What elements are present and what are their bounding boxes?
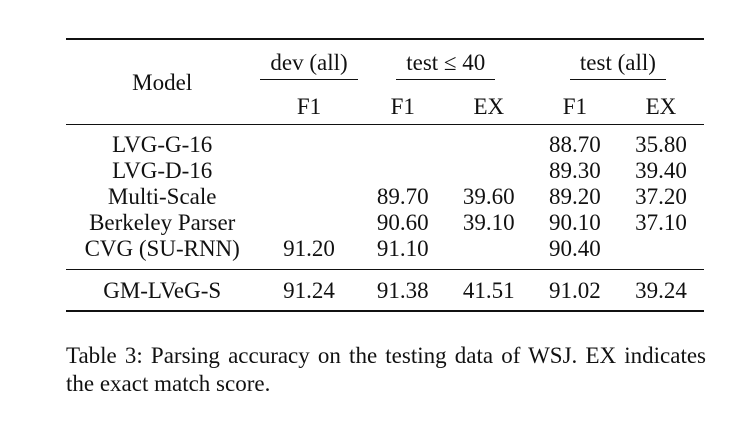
group-header-test-40-label: test ≤ 40 — [396, 51, 496, 80]
cell-test40-f1 — [360, 125, 446, 158]
cell-model: Multi-Scale — [107, 183, 217, 209]
cell-testall-f1: 89.30 — [548, 157, 601, 183]
column-header-test40-f1: F1 — [390, 93, 415, 119]
group-header-test-all: test (all) — [532, 39, 704, 88]
cell-testall-ex: 39.24 — [635, 277, 687, 303]
column-header-testall-ex: EX — [645, 93, 677, 119]
column-header-testall-f1: F1 — [562, 93, 588, 119]
cell-dev-f1 — [258, 209, 359, 235]
cell-testall-f1: 91.02 — [548, 277, 601, 303]
table-row: CVG (SU-RNN) 91.20 91.10 90.40 — [66, 235, 704, 270]
cell-testall-f1: 88.70 — [548, 131, 601, 157]
table-caption: Table 3: Parsing accuracy on the testing… — [66, 343, 706, 396]
cell-model: GM-LVeG-S — [103, 277, 222, 303]
group-header-test-40: test ≤ 40 — [360, 39, 532, 88]
group-header-test-all-label: test (all) — [569, 51, 666, 80]
cell-testall-ex: 39.40 — [635, 157, 687, 183]
cell-test40-ex: 41.51 — [462, 277, 515, 303]
table-row: LVG-D-16 89.30 39.40 — [66, 157, 704, 183]
cell-dev-f1: 91.20 — [283, 235, 335, 261]
cell-dev-f1 — [258, 157, 359, 183]
group-header-dev-all-label: dev (all) — [260, 51, 358, 80]
table-header-row-metrics: F1 F1 EX F1 EX — [66, 88, 704, 125]
table-header-row-groups: Model dev (all) test ≤ 40 test (all) — [66, 39, 704, 93]
cell-model: CVG (SU-RNN) — [84, 235, 240, 261]
column-header-dev-f1: F1 — [296, 93, 322, 119]
cell-model: LVG-D-16 — [112, 157, 213, 183]
cell-testall-f1: 90.40 — [548, 235, 601, 261]
cell-test40-ex — [446, 235, 532, 270]
cell-dev-f1: 91.24 — [283, 277, 335, 303]
cell-test40-f1: 91.10 — [376, 235, 429, 261]
table-row: LVG-G-16 88.70 35.80 — [66, 124, 704, 158]
cell-test40-f1 — [360, 157, 446, 183]
cell-dev-f1 — [258, 125, 359, 158]
cell-testall-ex: 37.10 — [635, 209, 687, 235]
column-header-model: Model — [132, 69, 193, 95]
cell-test40-f1: 91.38 — [376, 277, 429, 303]
table-row: Multi-Scale 89.70 39.60 89.20 37.20 — [66, 183, 704, 209]
cell-testall-ex: 37.20 — [635, 183, 687, 209]
cell-model: LVG-G-16 — [112, 131, 213, 157]
cell-test40-ex — [446, 125, 532, 158]
table-row-highlight: GM-LVeG-S 91.24 91.38 41.51 91.02 39.24 — [66, 269, 704, 311]
cell-testall-ex: 35.80 — [635, 131, 687, 157]
cell-test40-ex: 39.10 — [462, 209, 515, 235]
cell-test40-ex: 39.60 — [462, 183, 515, 209]
cell-dev-f1 — [258, 183, 359, 209]
cell-test40-f1: 90.60 — [376, 209, 429, 235]
cell-testall-f1: 89.20 — [548, 183, 601, 209]
table-row: Berkeley Parser 90.60 39.10 90.10 37.10 — [66, 209, 704, 235]
cell-test40-ex — [446, 157, 532, 183]
group-header-dev-all: dev (all) — [258, 39, 359, 88]
cell-testall-f1: 90.10 — [548, 209, 601, 235]
results-table: Model dev (all) test ≤ 40 test (all) F1 … — [66, 38, 704, 312]
cell-model: Berkeley Parser — [89, 209, 236, 235]
cell-testall-ex — [618, 235, 704, 270]
cell-test40-f1: 89.70 — [376, 183, 429, 209]
column-header-test40-ex: EX — [473, 93, 505, 119]
